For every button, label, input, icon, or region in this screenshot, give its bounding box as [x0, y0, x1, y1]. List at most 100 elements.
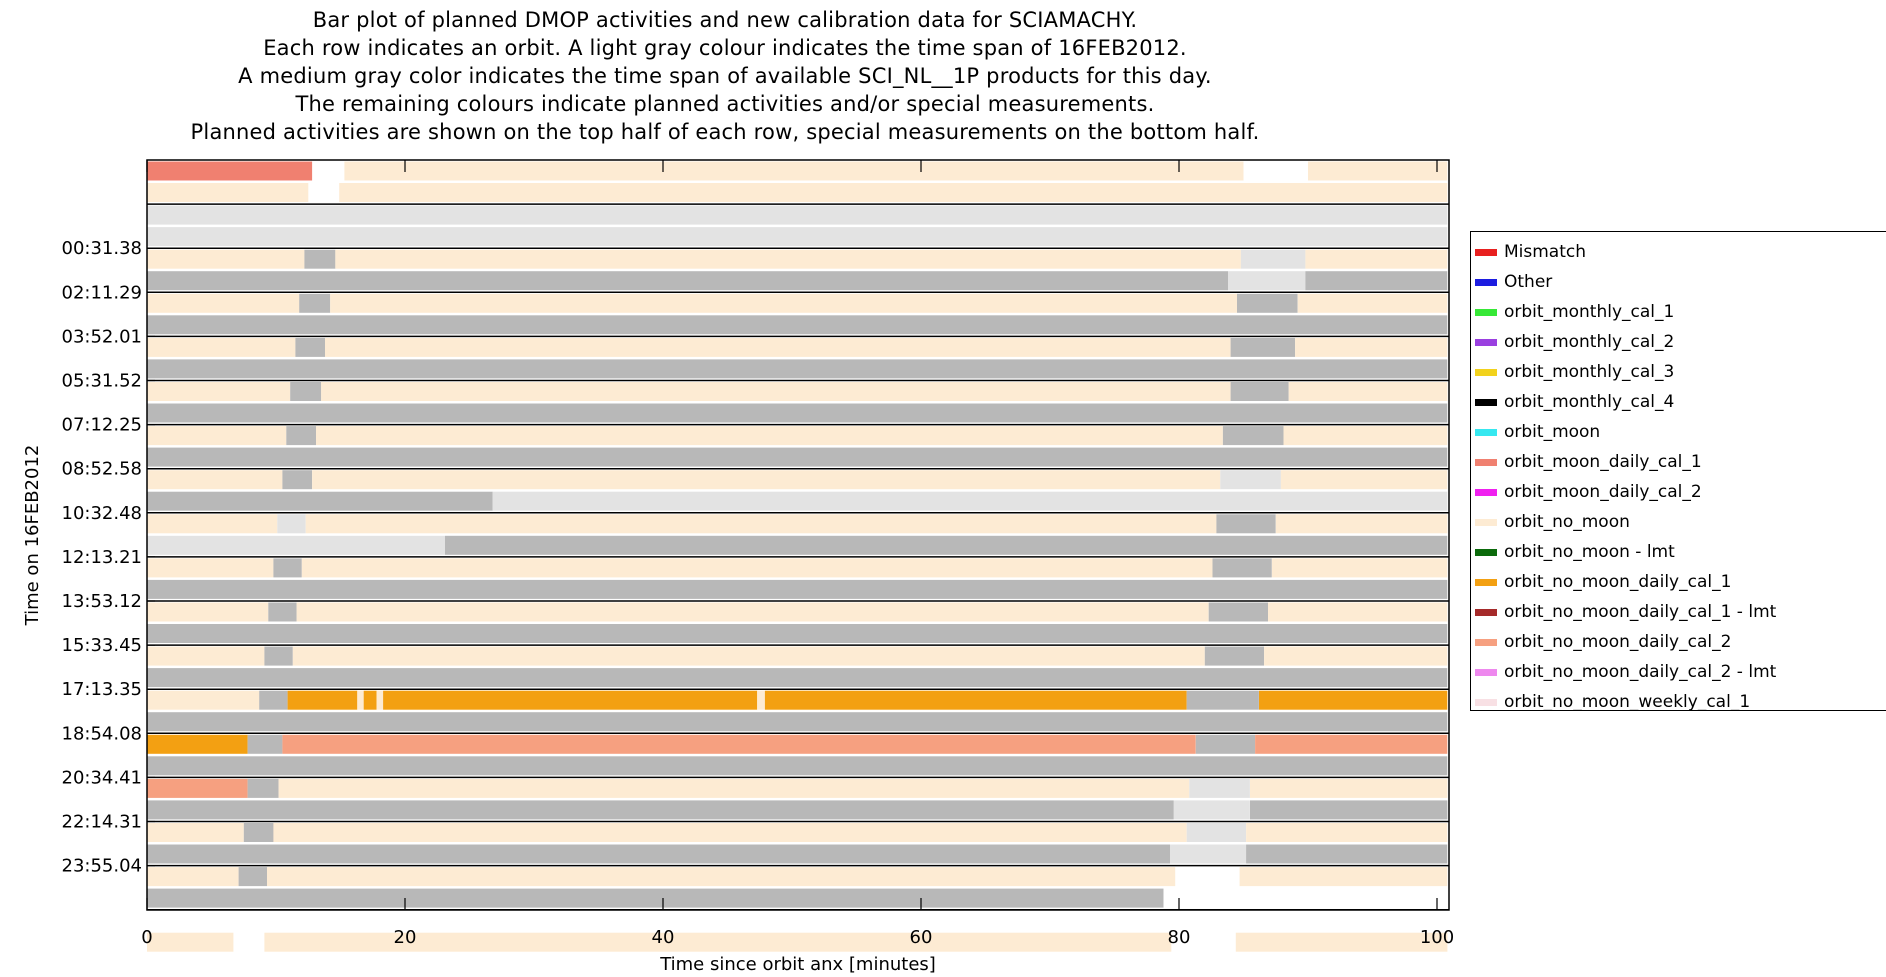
bar-segment: [1246, 844, 1448, 864]
legend-label: orbit_monthly_cal_2: [1504, 332, 1675, 352]
bar-segment: [147, 778, 248, 798]
legend-item: orbit_no_moon: [1475, 507, 1630, 537]
legend-swatch: [1475, 278, 1497, 286]
legend-label: orbit_no_moon_daily_cal_1 - lmt: [1504, 602, 1777, 622]
legend-swatch: [1475, 698, 1497, 706]
bar-segment: [330, 293, 1238, 313]
bar-segment: [147, 558, 274, 578]
bar-segment: [321, 382, 1231, 401]
legend-swatch: [1475, 668, 1497, 676]
bar-segment: [1308, 161, 1448, 181]
title-line: Each row indicates an orbit. A light gra…: [263, 36, 1187, 60]
y-tick-label: 18:54.08: [62, 723, 143, 744]
bar-segment: [147, 227, 1448, 247]
bar-segment: [1288, 382, 1448, 401]
bar-segment: [147, 690, 260, 710]
bar-segment: [277, 514, 306, 534]
legend-item: orbit_moon_daily_cal_1: [1475, 447, 1702, 477]
bar-segment: [1250, 800, 1448, 820]
bar-segment: [757, 690, 765, 710]
bar-segment: [1220, 470, 1281, 490]
bar-segment: [147, 668, 1448, 688]
y-tick-label: 12:13.21: [62, 547, 143, 568]
legend-label: orbit_no_moon_weekly_cal_1: [1504, 692, 1751, 712]
title-line: The remaining colours indicate planned a…: [295, 92, 1155, 116]
bar-segment: [1246, 823, 1448, 842]
bar-segment: [1305, 249, 1448, 269]
bar-segment: [1280, 470, 1448, 490]
y-tick-label: 17:13.35: [62, 679, 143, 700]
legend-label: orbit_monthly_cal_4: [1504, 392, 1675, 412]
bar-segment: [1195, 734, 1256, 754]
y-axis: 00:31.38 02:11.29 03:52.01 05:31.52 07:12.25…: [62, 238, 155, 877]
bar-segment: [357, 690, 364, 710]
legend-swatch: [1475, 638, 1497, 646]
legend-label: orbit_moon_daily_cal_1: [1504, 452, 1702, 472]
legend-label: orbit_no_moon_daily_cal_2: [1504, 632, 1732, 652]
x-tick-label: 0: [141, 927, 152, 948]
title-line: Bar plot of planned DMOP activities and …: [312, 8, 1138, 32]
bar-segment: [1228, 271, 1306, 291]
bar-segment: [147, 514, 278, 534]
bar-segment: [147, 535, 445, 555]
bar-segment: [1204, 646, 1265, 666]
bar-segment: [1237, 293, 1298, 313]
title-line: A medium gray color indicates the time s…: [238, 64, 1212, 88]
bar-segment: [267, 867, 1176, 887]
bar-segment: [1230, 337, 1296, 357]
bar-segment: [282, 734, 1196, 754]
bar-segment: [1216, 514, 1276, 534]
bar-segment: [1250, 778, 1448, 798]
legend-label: orbit_no_moon - lmt: [1504, 542, 1675, 562]
bar-segment: [1230, 382, 1289, 401]
x-tick-label: 60: [910, 927, 933, 948]
bar-segment: [1240, 249, 1306, 269]
chart-title: Bar plot of planned DMOP activities and …: [0, 6, 1450, 146]
y-tick-label: 20:34.41: [62, 767, 143, 788]
bar-segment: [304, 249, 336, 269]
bar-segment: [147, 734, 248, 754]
y-tick-label: 08:52.58: [62, 459, 143, 480]
bar-segment: [1222, 426, 1284, 446]
bar-segment: [335, 249, 1241, 269]
bar-segment: [259, 690, 288, 710]
bar-segment: [147, 315, 1448, 335]
legend-swatch: [1475, 458, 1497, 466]
bar-segment: [247, 734, 283, 754]
bar-segment: [1186, 823, 1246, 842]
bar-segment: [147, 271, 1228, 291]
bar-segment: [312, 470, 1221, 490]
bar-segment: [147, 624, 1448, 643]
y-tick-label: 22:14.31: [62, 812, 143, 833]
bar-segment: [287, 690, 358, 710]
legend-item: orbit_no_moon_weekly_cal_1: [1475, 687, 1750, 717]
legend-swatch: [1475, 548, 1497, 556]
bar-segment: [147, 293, 300, 313]
legend-item: Mismatch: [1475, 237, 1586, 267]
bar-segment: [273, 823, 1187, 842]
bar-segment: [445, 535, 1448, 555]
bar-segment: [301, 558, 1213, 578]
bar-segment: [1189, 778, 1250, 798]
bar-segment: [363, 690, 377, 710]
bar-segment: [764, 690, 1187, 710]
bar-segment: [147, 932, 234, 952]
legend-swatch: [1475, 308, 1497, 316]
bar-segment: [1173, 800, 1250, 820]
bar-segment: [147, 579, 1448, 599]
bar-segment: [299, 293, 331, 313]
bar-segment: [282, 470, 313, 490]
y-tick-label: 03:52.01: [62, 326, 143, 347]
bar-segment: [264, 932, 1172, 952]
bar-segment: [147, 161, 313, 181]
y-axis-label: Time on 16FEB2012: [22, 445, 43, 627]
bar-segment: [247, 778, 279, 798]
bar-segment: [339, 183, 1448, 202]
bar-segment: [344, 161, 1244, 181]
legend-label: Other: [1504, 272, 1553, 292]
bar-segment: [147, 602, 269, 622]
bar-segment: [305, 514, 1217, 534]
legend-swatch: [1475, 398, 1497, 406]
y-tick-label: 05:31.52: [62, 371, 143, 392]
bar-segment: [147, 359, 1448, 379]
